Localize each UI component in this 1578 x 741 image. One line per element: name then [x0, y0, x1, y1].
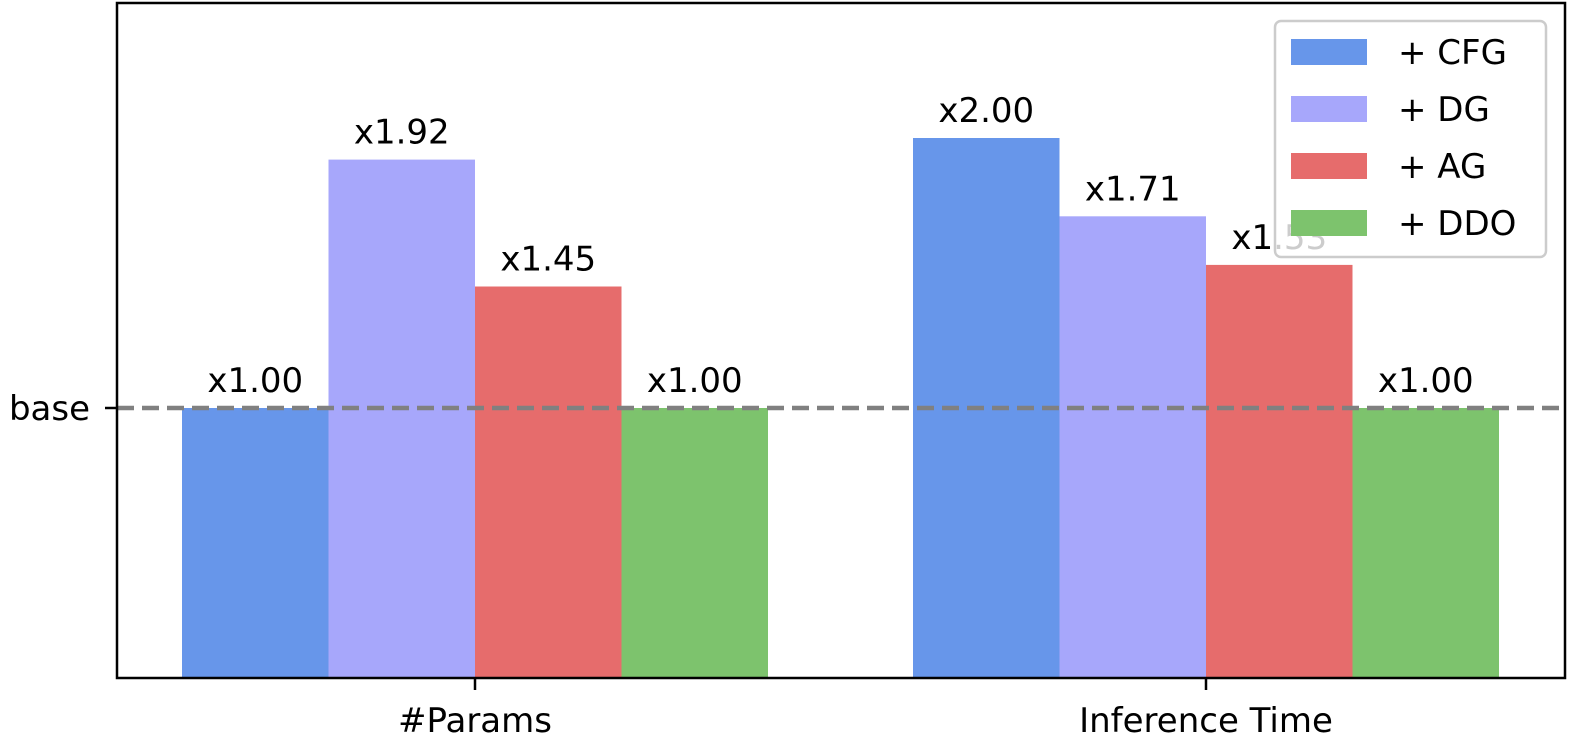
bar [328, 159, 475, 679]
x-tick-label: #Params [398, 701, 552, 741]
bars-layer [182, 138, 1499, 679]
bar-value-label: x1.92 [354, 113, 450, 153]
legend-label: + CFG [1398, 33, 1507, 73]
y-tick-label: base [9, 389, 90, 429]
legend-label: + DDO [1398, 204, 1516, 244]
bar-value-label: x1.00 [1378, 361, 1474, 401]
bar-value-label: x2.00 [938, 91, 1034, 131]
bar [475, 286, 622, 678]
bar [1206, 264, 1353, 678]
axes-layer: base #Params Inference Time [9, 1, 1567, 741]
legend-swatch [1291, 153, 1367, 179]
bar-value-label: x1.00 [207, 361, 303, 401]
legend-label: + DG [1398, 90, 1490, 130]
legend: + CFG + DG + AG + DDO [1273, 19, 1548, 259]
x-tick-label: Inference Time [1079, 701, 1333, 741]
bar-value-label: x1.45 [500, 240, 596, 280]
bar [1352, 408, 1499, 678]
bar-value-label: x1.00 [647, 361, 743, 401]
legend-swatch [1291, 96, 1367, 122]
legend-swatch [1291, 210, 1367, 236]
bar [182, 408, 329, 678]
legend-box [1273, 19, 1548, 259]
bar [913, 138, 1060, 678]
bar-value-label: x1.71 [1085, 169, 1181, 209]
plot-frame [115, 1, 1567, 680]
bar [1059, 216, 1206, 679]
legend-label: + AG [1398, 147, 1486, 187]
bar [621, 408, 768, 678]
legend-swatch [1291, 39, 1367, 65]
